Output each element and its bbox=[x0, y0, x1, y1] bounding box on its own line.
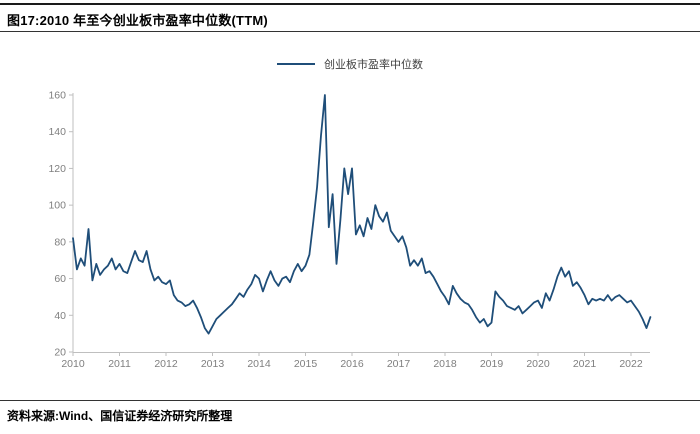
y-tick-label: 20 bbox=[54, 347, 66, 359]
x-tick-label: 2014 bbox=[247, 358, 271, 370]
x-tick-label: 2013 bbox=[201, 358, 225, 370]
x-tick-label: 2015 bbox=[294, 358, 318, 370]
top-rule bbox=[0, 3, 700, 5]
legend-label: 创业板市盈率中位数 bbox=[324, 59, 423, 71]
x-tick-label: 2018 bbox=[433, 358, 457, 370]
y-tick-label: 80 bbox=[54, 236, 66, 248]
x-tick-label: 2019 bbox=[480, 358, 504, 370]
figure-title: 图17:2010 年至今创业板市盈率中位数(TTM) bbox=[7, 13, 268, 28]
title-underline bbox=[0, 31, 700, 32]
source-note: 资料来源:Wind、国信证券经济研究所整理 bbox=[7, 409, 233, 423]
x-tick-label: 2012 bbox=[154, 358, 178, 370]
x-tick-label: 2010 bbox=[61, 358, 85, 370]
x-tick-label: 2020 bbox=[526, 358, 550, 370]
y-tick-label: 40 bbox=[54, 310, 66, 322]
pe-median-line bbox=[72, 94, 652, 335]
y-tick-label: 100 bbox=[48, 200, 66, 212]
y-tick-label: 140 bbox=[48, 126, 66, 138]
y-tick-label: 60 bbox=[54, 273, 66, 285]
y-tick-label: 120 bbox=[48, 163, 66, 175]
chart-legend: 创业板市盈率中位数 bbox=[0, 56, 700, 72]
x-tick-label: 2011 bbox=[108, 358, 131, 370]
x-tick-label: 2017 bbox=[387, 358, 411, 370]
source-topline bbox=[0, 400, 700, 401]
legend-line-swatch bbox=[277, 63, 315, 65]
x-tick-label: 2021 bbox=[573, 358, 597, 370]
x-tick-label: 2022 bbox=[619, 358, 643, 370]
x-tick-label: 2016 bbox=[340, 358, 364, 370]
y-tick-label: 160 bbox=[48, 90, 66, 102]
